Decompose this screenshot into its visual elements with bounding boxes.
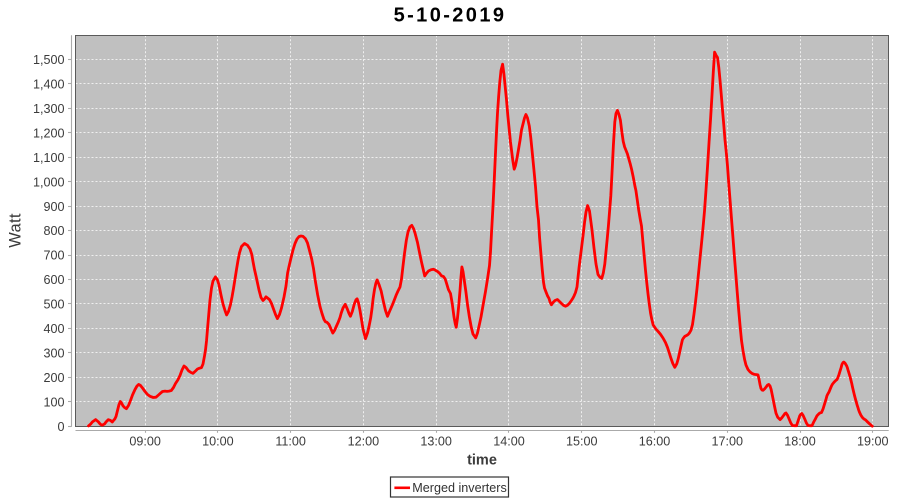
svg-text:1,400: 1,400 [33, 78, 65, 92]
svg-text:time: time [467, 452, 497, 468]
svg-text:5-10-2019: 5-10-2019 [394, 4, 507, 26]
svg-text:900: 900 [43, 200, 64, 214]
svg-text:19:00: 19:00 [857, 434, 889, 448]
svg-text:13:00: 13:00 [420, 434, 452, 448]
svg-text:18:00: 18:00 [784, 434, 816, 448]
svg-text:16:00: 16:00 [639, 434, 671, 448]
svg-text:400: 400 [43, 322, 64, 336]
svg-text:09:00: 09:00 [129, 434, 161, 448]
svg-text:15:00: 15:00 [566, 434, 598, 448]
svg-text:17:00: 17:00 [712, 434, 744, 448]
svg-text:12:00: 12:00 [348, 434, 380, 448]
svg-text:800: 800 [43, 224, 64, 238]
svg-text:11:00: 11:00 [275, 434, 306, 448]
svg-text:Watt: Watt [7, 213, 25, 248]
svg-text:14:00: 14:00 [493, 434, 525, 448]
svg-text:700: 700 [43, 249, 64, 263]
svg-text:100: 100 [43, 395, 64, 409]
svg-text:300: 300 [43, 346, 64, 360]
svg-text:Merged inverters: Merged inverters [412, 481, 507, 495]
svg-text:1,500: 1,500 [33, 53, 65, 67]
svg-text:500: 500 [43, 298, 64, 312]
svg-text:0: 0 [57, 420, 64, 434]
svg-text:1,000: 1,000 [33, 175, 65, 189]
svg-text:10:00: 10:00 [202, 434, 234, 448]
svg-text:200: 200 [43, 371, 64, 385]
svg-text:1,200: 1,200 [33, 126, 65, 140]
svg-text:600: 600 [43, 273, 64, 287]
svg-text:1,100: 1,100 [33, 151, 65, 165]
svg-text:1,300: 1,300 [33, 102, 65, 116]
